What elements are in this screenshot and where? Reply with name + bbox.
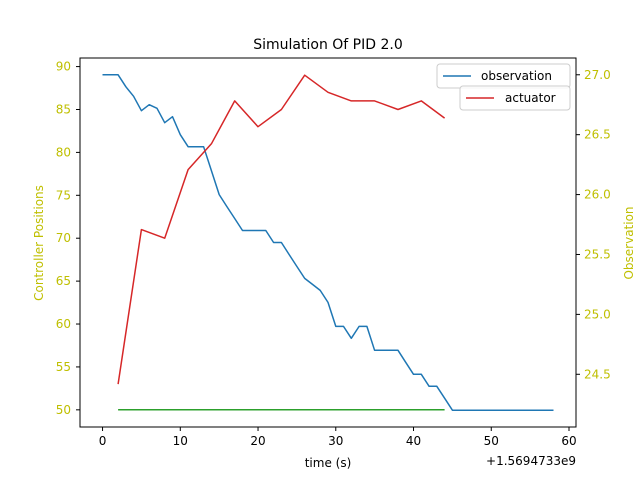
observation-line	[102, 74, 554, 411]
right-axis-label: Observation	[622, 206, 636, 279]
x-tick-label: 20	[250, 434, 265, 448]
legend-actuator-box	[459, 85, 571, 111]
left-tick-label: 90	[56, 60, 71, 74]
x-tick-label: 60	[561, 434, 576, 448]
legend-observation: observation	[436, 63, 571, 89]
x-tick-label: 30	[328, 434, 343, 448]
right-tick-label: 24.5	[584, 367, 611, 381]
right-axis-ticks: 24.5 25.0 25.5 26.0 26.5 27.0	[576, 68, 611, 381]
left-axis-label: Controller Positions	[32, 185, 46, 301]
left-tick-label: 80	[56, 145, 71, 159]
right-tick-label: 25.5	[584, 247, 611, 261]
right-tick-label: 26.0	[584, 188, 611, 202]
plot-frame	[79, 57, 577, 428]
left-tick-label: 50	[56, 403, 71, 417]
series-layer	[102, 74, 554, 411]
left-tick-label: 60	[56, 317, 71, 331]
legend-actuator-label: actuator	[505, 91, 556, 105]
x-tick-label: 40	[406, 434, 421, 448]
legend-observation-label: observation	[481, 69, 552, 83]
x-axis-ticks: 0 10 20 30 40 50 60	[99, 427, 577, 448]
chart-title: Simulation Of PID 2.0	[253, 37, 403, 53]
x-tick-label: 0	[99, 434, 107, 448]
x-tick-label: 50	[484, 434, 499, 448]
right-tick-label: 25.0	[584, 307, 611, 321]
legend-actuator: actuator	[459, 85, 571, 111]
left-axis-ticks: 50 55 60 65 70 75 80 85 90	[56, 60, 80, 417]
left-tick-label: 75	[56, 188, 71, 202]
left-tick-label: 55	[56, 360, 71, 374]
left-tick-label: 65	[56, 274, 71, 288]
right-tick-label: 26.5	[584, 128, 611, 142]
left-tick-label: 70	[56, 231, 71, 245]
right-tick-label: 27.0	[584, 68, 611, 82]
x-axis-label: time (s)	[305, 456, 352, 470]
x-tick-label: 10	[173, 434, 188, 448]
actuator-line	[117, 74, 446, 385]
x-axis-offset-label: +1.5694733e9	[486, 454, 576, 468]
left-tick-label: 85	[56, 102, 71, 116]
